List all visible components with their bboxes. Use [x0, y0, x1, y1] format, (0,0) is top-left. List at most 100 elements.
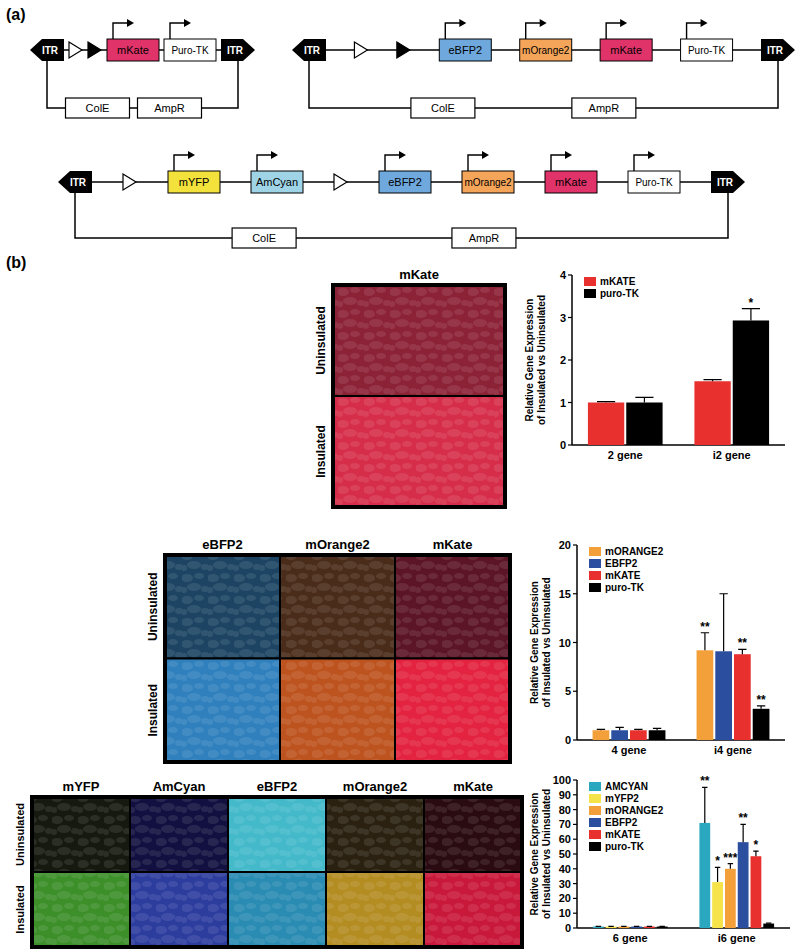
error-bar — [621, 926, 626, 927]
y-tick-label: 3 — [560, 312, 566, 324]
gene-label: Puro-TK — [171, 45, 209, 56]
error-bar — [608, 926, 613, 927]
promoter-arrow — [174, 155, 190, 171]
x-tick-label: i6 gene — [718, 932, 756, 944]
micrograph-grid: eBFP2mOrange2mKateUninsulatedInsulated — [146, 537, 510, 762]
x-tick-label: 6 gene — [613, 932, 648, 944]
error-bar — [634, 729, 642, 731]
micrograph-texture — [33, 873, 129, 946]
promoter-arrowhead — [565, 151, 572, 159]
legend-swatch — [589, 794, 601, 803]
promoter-arrowhead — [271, 151, 278, 159]
micrograph-frame — [333, 285, 505, 507]
micrograph-row-label: Insulated — [14, 885, 26, 933]
legend-label: puro-TK — [600, 288, 640, 299]
backbone-label: ColE — [431, 102, 455, 114]
promoter-arrowhead — [184, 19, 191, 27]
bar — [733, 320, 769, 445]
error-bar — [660, 926, 665, 927]
itr-label: ITR — [42, 45, 59, 56]
legend-label: EBFP2 — [605, 817, 638, 828]
error-bar — [740, 824, 745, 842]
backbone-label: ColE — [252, 232, 276, 244]
y-tick — [568, 274, 572, 275]
error-bar — [653, 728, 661, 730]
y-axis-label-line: of Insulated vs Uninsulated — [536, 295, 547, 425]
y-tick-label: 60 — [559, 833, 571, 845]
gene-box — [251, 171, 303, 193]
significance-star: ** — [700, 620, 710, 634]
legend-swatch — [589, 583, 601, 592]
gene-label: Puro-TK — [635, 177, 673, 188]
backbone-label: AmpR — [589, 102, 620, 114]
legend-swatch — [589, 559, 601, 568]
micrograph-texture — [396, 660, 509, 762]
x-tick-label: 2 gene — [608, 449, 643, 461]
itr-label: ITR — [227, 45, 244, 56]
bar-chart: 0102030405060708090100Relative Gene Expr… — [529, 774, 790, 944]
backbone-label: AmpR — [469, 232, 500, 244]
error-bar — [719, 594, 727, 652]
bar — [630, 730, 647, 740]
legend-swatch — [589, 818, 601, 827]
error-bar — [703, 380, 721, 382]
promoter-arrowhead — [399, 151, 406, 159]
gene-label: mKate — [555, 176, 587, 188]
error-bar — [766, 923, 771, 925]
bar — [694, 381, 730, 445]
significance-star: * — [715, 854, 720, 868]
gene-box — [628, 171, 680, 193]
error-bar — [701, 633, 709, 651]
itr — [761, 39, 795, 61]
y-tick — [568, 317, 572, 318]
y-tick — [573, 853, 577, 854]
legend-label: mYFP2 — [605, 793, 639, 804]
micrograph-texture — [281, 660, 394, 762]
gene-box — [520, 39, 572, 61]
bar — [697, 650, 714, 740]
insulator — [397, 42, 410, 58]
y-tick — [573, 593, 577, 594]
error-bar — [615, 727, 623, 730]
bars — [588, 309, 769, 445]
error-bar — [596, 926, 601, 927]
y-axis-label-line: Relative Gene Expression — [524, 299, 535, 422]
y-tick — [573, 691, 577, 692]
gene-box — [107, 39, 159, 61]
promoter-arrowhead — [127, 19, 134, 27]
y-tick-label: 20 — [559, 539, 571, 551]
bar — [763, 924, 774, 928]
micrograph-column-label: mYFP — [63, 779, 100, 794]
y-tick — [573, 868, 577, 869]
legend-swatch — [589, 842, 601, 851]
micrograph-image — [424, 872, 522, 947]
micrograph-texture — [166, 660, 279, 762]
promoter-arrowhead — [620, 19, 627, 27]
bar — [734, 654, 751, 740]
legend-label: puro-TK — [605, 582, 645, 593]
x-tick-label: i2 gene — [713, 449, 751, 461]
legend-label: AMCYAN — [605, 781, 648, 792]
y-tick-label: 90 — [559, 789, 571, 801]
legend-swatch — [589, 571, 601, 580]
significance-star: ** — [756, 693, 766, 707]
micrograph-image — [326, 872, 424, 947]
backbone-box — [411, 98, 475, 118]
promoter-arrowhead — [459, 19, 466, 27]
gene-label: mKate — [117, 44, 149, 56]
insulator — [69, 42, 82, 58]
annotations: ********* — [700, 774, 758, 868]
micrograph-image — [280, 555, 395, 659]
figure: (a)(b)ColEAmpRITRmKatePuro-TKITRColEAmpR… — [0, 0, 800, 951]
gene-label: Puro-TK — [688, 45, 726, 56]
construct: ColEAmpRITRmYFPAmCyaneBFP2mOrange2mKateP… — [58, 151, 745, 248]
micrograph-image — [165, 555, 280, 659]
bar — [593, 927, 604, 928]
error-bar — [634, 926, 639, 927]
significance-star: * — [754, 838, 759, 852]
legend-swatch — [584, 277, 596, 286]
x-tick-label: 4 gene — [612, 744, 647, 756]
itr — [58, 171, 92, 193]
micrograph-image — [395, 659, 510, 763]
promoter-arrow — [170, 23, 186, 39]
